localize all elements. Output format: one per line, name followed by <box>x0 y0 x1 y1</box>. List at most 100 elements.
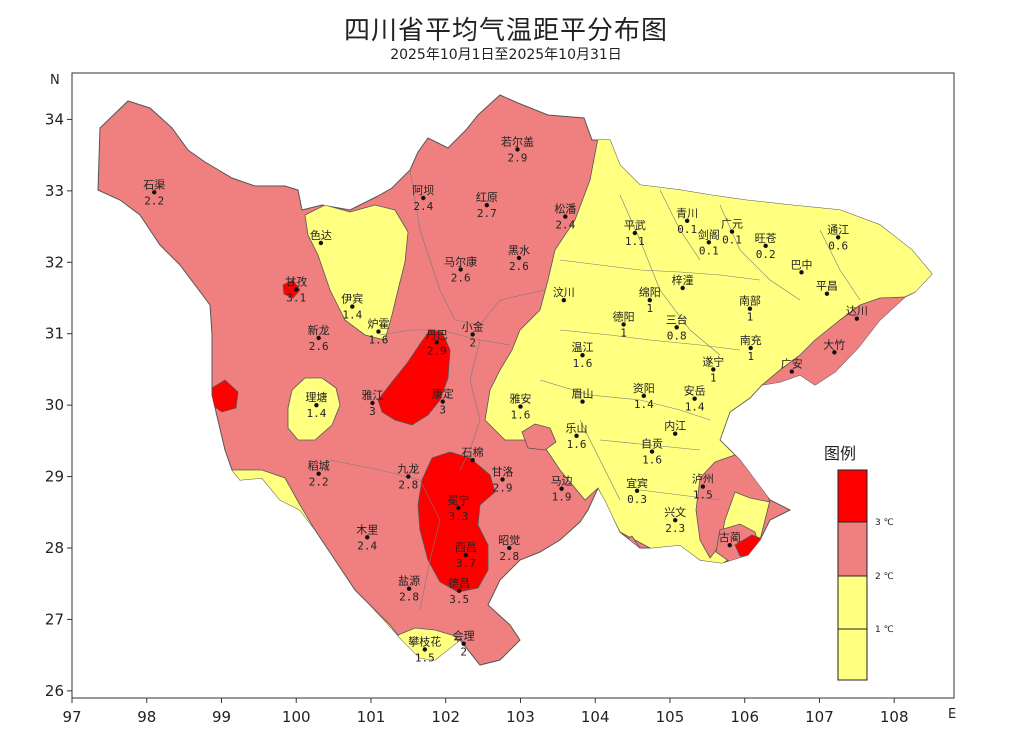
station-dot <box>832 350 837 355</box>
station-dot <box>458 267 463 272</box>
y-axis: 26 27 28 29 30 31 32 33 34 <box>45 110 72 700</box>
station-dot <box>789 369 795 374</box>
station-dot <box>421 195 426 201</box>
station-value: 1.9 <box>552 491 572 504</box>
station-name: 甘洛 <box>492 464 514 478</box>
station-dot <box>692 396 697 401</box>
map-subtitle: 2025年10月1日至2025年10月31日 <box>390 47 622 63</box>
x-tick-label: 105 <box>656 708 685 726</box>
station-dot <box>500 477 505 482</box>
station-name: 广安 <box>781 357 803 371</box>
station-marker: 剑阁 0.1 <box>698 227 720 257</box>
station-name: 木里 <box>356 523 378 536</box>
station-dot <box>406 586 412 591</box>
station-dot <box>700 484 706 489</box>
station-name: 松潘 <box>554 202 576 216</box>
y-tick-label: 32 <box>45 253 64 271</box>
station-value: 1.4 <box>634 398 654 411</box>
station-marker: 三台 0.8 <box>666 312 688 342</box>
station-marker: 内江 <box>664 419 686 436</box>
station-name: 雅安 <box>509 392 531 406</box>
station-marker: 广元 0.1 <box>721 218 743 247</box>
x-tick-label: 101 <box>357 708 386 726</box>
station-marker: 色达 <box>310 228 332 246</box>
station-name: 平武 <box>624 219 646 232</box>
station-name: 甘孜 <box>285 274 307 288</box>
station-name: 乐山 <box>566 422 588 435</box>
station-dot <box>294 287 299 292</box>
station-name: 盐源 <box>398 574 420 588</box>
station-dot <box>370 400 375 406</box>
station-name: 色达 <box>310 228 332 242</box>
station-marker: 巴中 <box>791 258 813 275</box>
x-tick-label: 98 <box>137 708 156 726</box>
station-marker: 兴文 2.3 <box>664 505 686 535</box>
station-dot <box>711 367 716 372</box>
station-name: 广元 <box>721 218 743 231</box>
station-name: 资阳 <box>633 382 655 395</box>
station-marker: 甘孜 3.1 <box>285 274 307 304</box>
station-marker: 稻城 2.2 <box>308 460 330 489</box>
station-dot <box>456 588 462 594</box>
station-marker: 石渠 2.2 <box>143 178 165 207</box>
station-value: 0.8 <box>667 329 687 342</box>
y-tick-label: 28 <box>45 539 64 557</box>
station-marker: 通江 0.6 <box>827 223 849 252</box>
station-value: 2.8 <box>398 479 418 492</box>
y-tick-label: 26 <box>45 682 64 700</box>
map-frame <box>71 72 955 699</box>
station-value: 1.6 <box>567 438 587 451</box>
station-marker: 南部 1 <box>739 294 761 324</box>
station-marker: 若尔盖 2.9 <box>501 134 534 164</box>
station-marker: 汶川 <box>553 285 575 303</box>
y-tick-label: 30 <box>45 396 64 414</box>
station-name: 昭觉 <box>498 534 520 547</box>
station-dot <box>563 214 568 219</box>
station-dot <box>672 517 678 523</box>
station-marker: 泸州 1.5 <box>692 473 714 502</box>
station-marker: 冕宁 3.3 <box>447 493 469 523</box>
station-dot <box>621 322 626 327</box>
station-dot <box>316 471 321 476</box>
station-name: 兴文 <box>664 505 686 519</box>
station-marker: 木里 2.4 <box>356 523 378 552</box>
zone-south-hot <box>497 599 515 617</box>
station-marker: 马尔康 2.6 <box>444 254 477 284</box>
station-value: 0.1 <box>677 223 697 236</box>
station-dot <box>376 329 381 334</box>
station-name: 古蔺 <box>719 531 741 544</box>
station-name: 眉山 <box>572 388 594 401</box>
station-value: 1.6 <box>369 334 389 347</box>
station-name: 黑水 <box>508 244 530 257</box>
station-marker: 丹巴 2.9 <box>426 328 448 357</box>
station-name: 平昌 <box>816 280 838 293</box>
station-marker: 资阳 1.4 <box>633 382 655 411</box>
station-dot <box>456 505 461 511</box>
station-name: 九龙 <box>397 463 419 476</box>
zone-east-warm-4 <box>521 423 557 451</box>
station-dot <box>152 190 157 195</box>
station-value: 2.9 <box>508 151 528 164</box>
station-name: 温江 <box>572 341 594 354</box>
y-axis-letter: N <box>50 73 60 88</box>
station-dot <box>580 399 585 404</box>
county-boundaries <box>329 169 861 611</box>
station-marker: 青川 0.1 <box>676 207 698 236</box>
zone-ganzi-hot <box>282 279 301 299</box>
station-name: 德阳 <box>613 309 635 323</box>
station-dot <box>574 433 579 439</box>
y-tick-label: 31 <box>45 325 64 343</box>
station-marker: 自贡 1.6 <box>641 438 663 467</box>
station-dot <box>316 335 321 341</box>
station-dot <box>748 345 753 351</box>
station-marker: 新龙 2.6 <box>308 323 330 353</box>
station-marker: 炉霍 1.6 <box>367 318 389 347</box>
station-name: 汶川 <box>553 285 575 299</box>
station-name: 雅江 <box>361 388 383 402</box>
station-name: 绵阳 <box>639 285 661 299</box>
station-marker: 温江 1.6 <box>572 341 594 370</box>
station-marker: 梓潼 <box>672 273 694 291</box>
station-value: 1.5 <box>693 489 713 502</box>
